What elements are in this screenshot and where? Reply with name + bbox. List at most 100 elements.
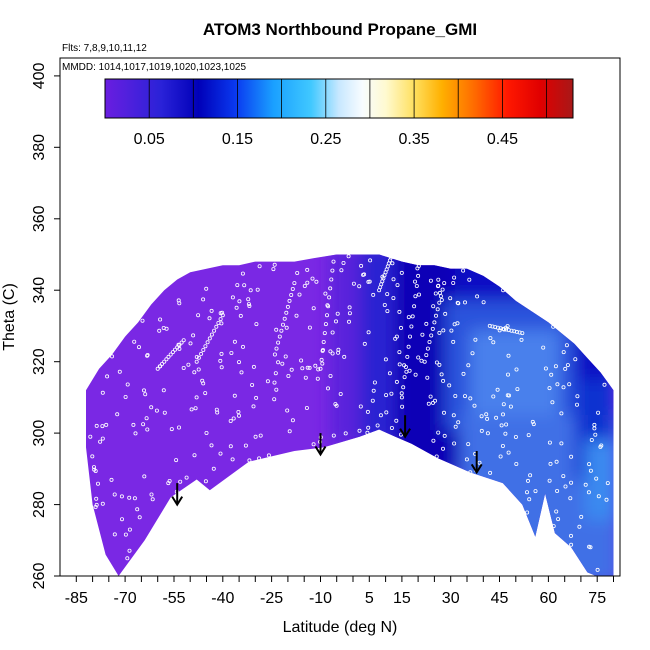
x-tick-label: 45	[491, 590, 509, 607]
sample-point	[462, 300, 467, 305]
sample-point	[530, 419, 535, 424]
sample-point	[272, 352, 277, 357]
sample-point	[554, 509, 559, 514]
sample-point	[305, 280, 310, 285]
sample-point	[453, 424, 458, 429]
sample-point	[604, 497, 609, 502]
sample-point	[367, 279, 372, 284]
sample-point	[425, 346, 430, 351]
sample-point	[92, 465, 97, 470]
sample-point	[112, 532, 117, 537]
sample-point	[564, 343, 569, 348]
sample-point	[452, 441, 457, 446]
sample-point	[433, 291, 438, 296]
sample-point	[272, 262, 277, 267]
sample-point	[548, 461, 553, 466]
colorbar-tick-label: 0.15	[222, 131, 253, 148]
sample-point	[204, 430, 209, 435]
sample-point	[135, 507, 140, 512]
sample-point	[477, 460, 482, 465]
sample-point	[136, 345, 141, 350]
plot-area	[86, 252, 614, 576]
sample-point	[431, 438, 436, 443]
sample-point	[427, 339, 432, 344]
sample-points	[88, 252, 610, 572]
sample-point	[181, 365, 186, 370]
sample-point	[231, 416, 236, 421]
sample-point	[575, 394, 580, 399]
sample-point	[251, 404, 256, 409]
sample-point	[359, 263, 364, 268]
sample-point	[420, 332, 425, 337]
sample-point	[295, 270, 300, 275]
sample-point	[218, 317, 223, 322]
sample-point	[274, 387, 279, 392]
sample-point	[90, 454, 95, 459]
sample-point	[461, 268, 466, 273]
sample-point	[414, 283, 419, 288]
sample-point	[326, 304, 331, 309]
sample-point	[318, 366, 323, 371]
sample-point	[526, 478, 531, 483]
sample-point	[586, 490, 591, 495]
sample-point	[390, 252, 395, 257]
sample-point	[98, 439, 103, 444]
sample-point	[254, 322, 259, 327]
sample-point	[330, 268, 335, 273]
sample-point	[265, 379, 270, 384]
sample-point	[299, 358, 304, 363]
sample-point	[166, 481, 171, 486]
sample-point	[384, 410, 389, 415]
sample-point	[331, 259, 336, 264]
sample-point	[341, 260, 346, 265]
colorbar-tick-label: 0.05	[134, 131, 165, 148]
sample-point	[371, 388, 376, 393]
sample-point	[384, 393, 389, 398]
sample-point	[563, 484, 568, 489]
sample-point	[342, 354, 347, 359]
sample-point	[240, 344, 245, 349]
sample-point	[397, 309, 402, 314]
sample-point	[436, 277, 441, 282]
sample-point	[287, 298, 292, 303]
sample-point	[551, 324, 556, 329]
sample-point	[328, 286, 333, 291]
sample-point	[447, 383, 452, 388]
sample-point	[481, 300, 486, 305]
sample-point	[533, 489, 538, 494]
sample-point	[595, 567, 600, 572]
sample-point	[407, 368, 412, 373]
y-tick-label: 400	[31, 62, 48, 89]
sample-point	[311, 442, 316, 447]
sample-point	[280, 361, 285, 366]
sample-point	[568, 496, 573, 501]
sample-point	[144, 416, 149, 421]
sample-point	[505, 324, 510, 329]
sample-point	[228, 418, 233, 423]
sample-point	[302, 283, 307, 288]
sample-point	[311, 306, 316, 311]
sample-point	[575, 402, 580, 407]
sample-point	[412, 279, 417, 284]
sample-point	[442, 281, 447, 286]
x-tick-label: -10	[309, 590, 332, 607]
sample-point	[329, 277, 334, 282]
y-tick-label: 260	[31, 563, 48, 590]
sample-point	[166, 354, 171, 359]
sample-point	[127, 527, 132, 532]
sample-point	[410, 314, 415, 319]
sample-point	[561, 385, 566, 390]
sample-point	[319, 357, 324, 362]
sample-point	[343, 431, 348, 436]
sample-point	[200, 378, 205, 383]
sample-point	[204, 286, 209, 291]
sample-point	[555, 382, 560, 387]
sample-point	[109, 477, 114, 482]
sample-point	[88, 434, 93, 439]
sample-point	[194, 395, 199, 400]
sample-point	[181, 338, 186, 343]
arrow-marker	[171, 483, 184, 507]
sample-point	[365, 409, 370, 414]
sample-point	[201, 297, 206, 302]
sample-point	[232, 339, 237, 344]
